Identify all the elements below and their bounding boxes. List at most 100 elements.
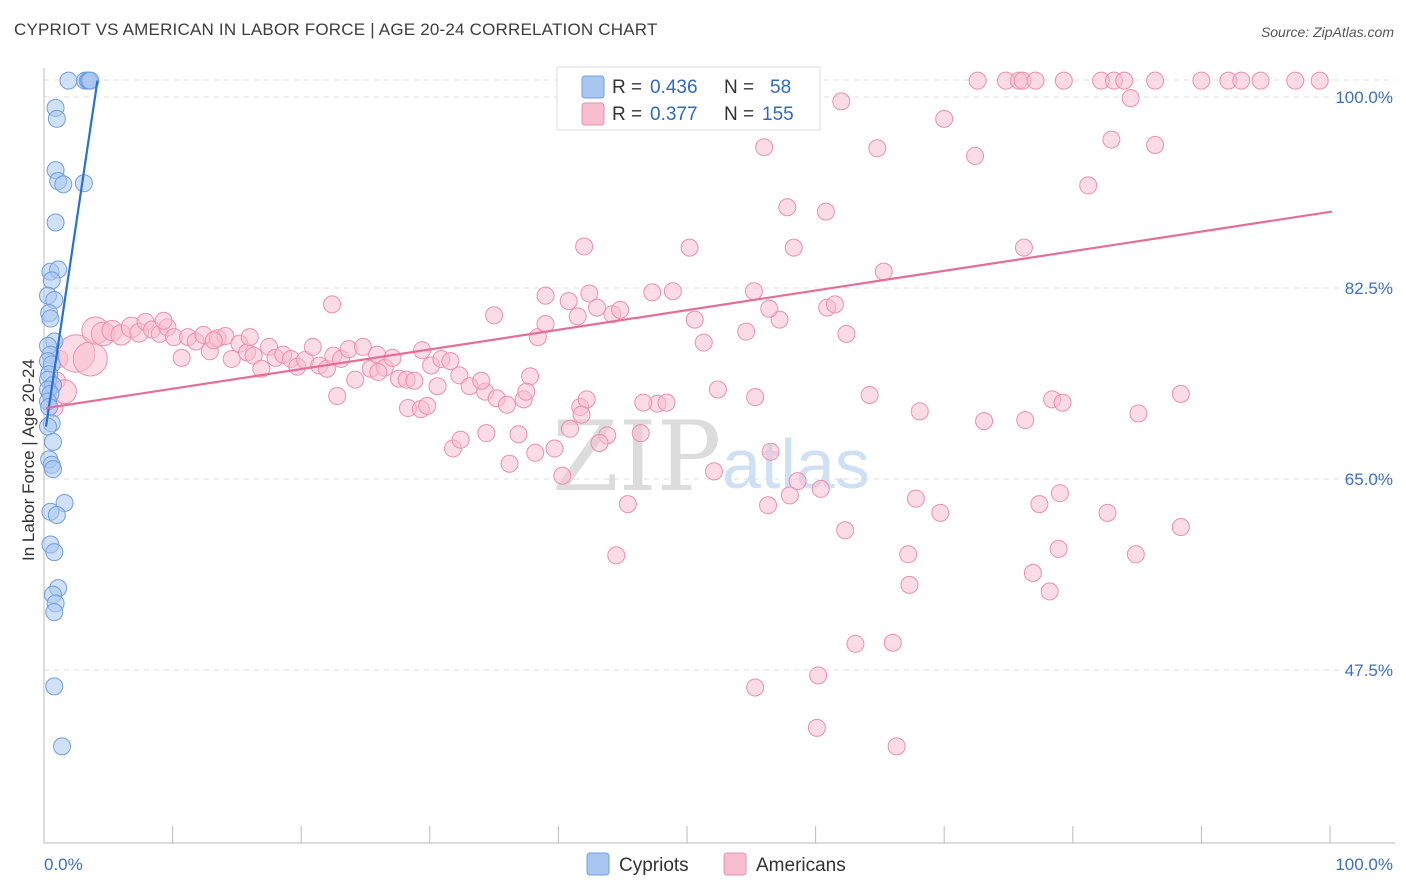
cypriot-points — [39, 71, 100, 756]
american-point — [72, 341, 108, 377]
american-point — [1251, 71, 1270, 90]
american-point — [657, 393, 676, 412]
american-point — [472, 371, 491, 390]
american-point — [836, 521, 855, 540]
cypriot-point — [59, 71, 78, 90]
american-point — [778, 198, 797, 217]
american-point — [1049, 539, 1068, 558]
american-point — [1121, 89, 1140, 108]
american-point — [575, 237, 594, 256]
american-point — [663, 282, 682, 301]
american-point — [346, 370, 365, 389]
bottom-legend: Cypriots Americans — [586, 852, 846, 876]
american-point — [780, 486, 799, 505]
cypriot-point — [41, 309, 60, 328]
american-point — [572, 405, 591, 424]
watermark: ZIP atlas — [552, 401, 870, 513]
american-point — [680, 238, 699, 257]
y-tick-label: 82.5% — [1345, 279, 1393, 298]
cypriot-point — [46, 213, 65, 232]
y-tick-label: 65.0% — [1345, 470, 1393, 489]
american-point — [154, 311, 173, 330]
american-point — [618, 495, 637, 514]
cypriot-point — [81, 71, 100, 90]
american-point — [485, 306, 504, 325]
american-point — [1146, 71, 1165, 90]
american-point — [846, 634, 865, 653]
grid — [44, 79, 1395, 671]
american-point — [1115, 71, 1134, 90]
american-point — [500, 454, 519, 473]
american-point — [1171, 518, 1190, 537]
american-point — [607, 546, 626, 565]
legend-box: R = 0.436 N = 58 R = 0.377 N = 155 — [556, 66, 821, 131]
american-point — [746, 388, 765, 407]
cypriot-point — [45, 677, 64, 696]
american-point — [418, 396, 437, 415]
american-point — [1030, 495, 1049, 514]
american-point — [899, 545, 918, 564]
american-point — [807, 718, 826, 737]
american-point — [587, 298, 606, 317]
cypriot-trend-line — [44, 80, 99, 427]
american-point — [811, 479, 830, 498]
american-point — [1146, 136, 1165, 155]
y-tick-label: 47.5% — [1345, 661, 1393, 680]
x-tick-labels: 0.0% 100.0% — [44, 855, 1393, 874]
american-point — [1016, 411, 1035, 430]
american-point — [560, 419, 579, 438]
legend-r-value-american: 0.377 — [650, 104, 698, 125]
american-point — [788, 472, 807, 491]
bottom-legend-cypriots: Cypriots — [619, 855, 689, 876]
cypriot-point — [44, 432, 63, 451]
american-point — [441, 352, 460, 371]
american-point — [1098, 503, 1117, 522]
american-point — [860, 385, 879, 404]
american-point — [303, 337, 322, 356]
american-point — [509, 425, 528, 444]
american-point — [323, 295, 342, 314]
american-point — [809, 666, 828, 685]
american-point — [634, 393, 653, 412]
american-point — [694, 333, 713, 352]
legend-swatch-cypriot — [581, 75, 605, 99]
american-point — [910, 402, 929, 421]
american-trend-line — [45, 210, 1333, 410]
cypriot-point — [54, 175, 73, 194]
cypriot-point — [45, 543, 64, 562]
american-point — [1079, 176, 1098, 195]
american-point — [369, 363, 388, 382]
american-point — [1192, 71, 1211, 90]
legend-r-label-american: R = — [612, 104, 642, 125]
american-point — [252, 359, 271, 378]
american-point — [935, 109, 954, 128]
cypriot-point — [53, 737, 72, 756]
american-point — [705, 462, 724, 481]
american-point — [759, 496, 778, 515]
american-point — [746, 678, 765, 697]
american-point — [328, 387, 347, 406]
american-point — [1310, 71, 1329, 90]
american-point — [1023, 563, 1042, 582]
american-point — [1040, 582, 1059, 601]
american-point — [536, 286, 555, 305]
american-point — [428, 377, 447, 396]
american-point — [968, 71, 987, 90]
american-point — [1286, 71, 1305, 90]
y-tick-labels: 47.5% 65.0% 82.5% 100.0% — [1335, 88, 1393, 680]
cypriot-point — [44, 460, 63, 479]
american-point — [868, 139, 887, 158]
american-point — [353, 337, 372, 356]
american-point — [1102, 130, 1121, 149]
american-point — [1054, 71, 1073, 90]
american-point — [590, 433, 609, 452]
legend-n-label-american: N = — [724, 104, 754, 125]
legend-n-label-cypriot: N = — [724, 77, 754, 98]
legend-swatch-american — [581, 102, 605, 126]
american-point — [1171, 384, 1190, 403]
american-point — [883, 633, 902, 652]
chart-title: CYPRIOT VS AMERICAN IN LABOR FORCE | AGE… — [14, 20, 658, 39]
american-point — [906, 489, 925, 508]
american-point — [1026, 71, 1045, 90]
